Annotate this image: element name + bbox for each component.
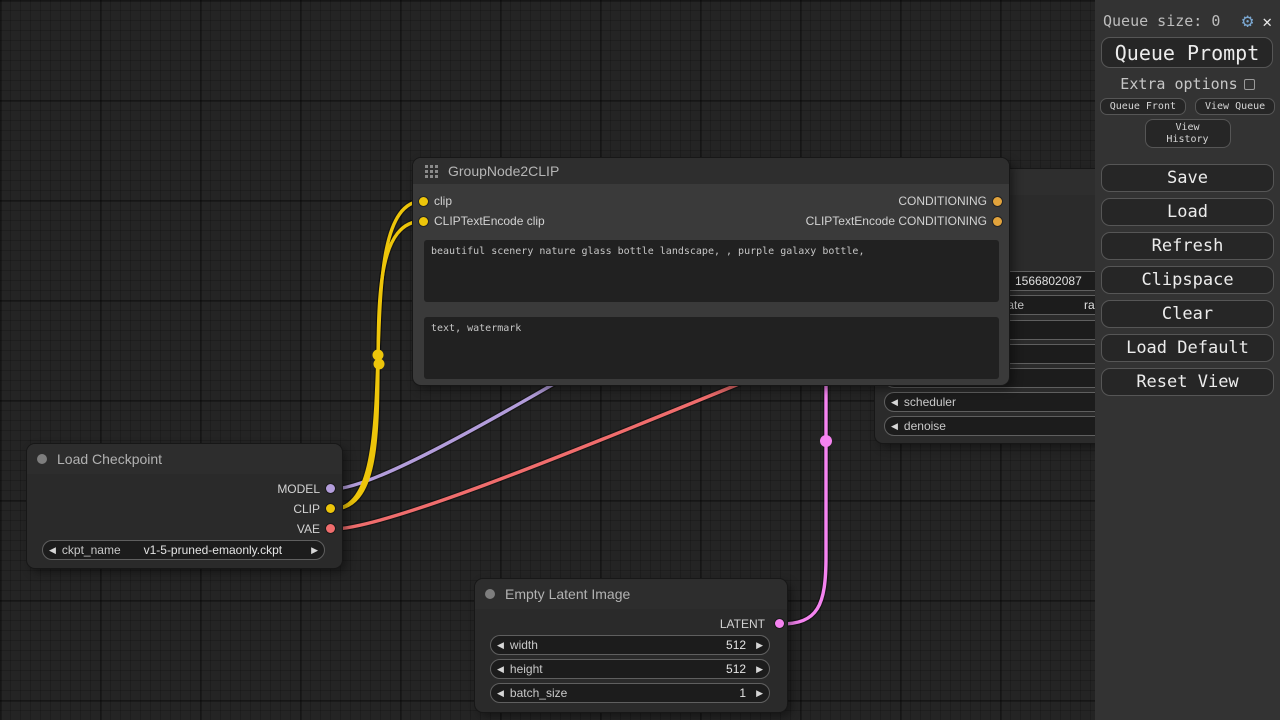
output-dot-cliptextencode-conditioning[interactable] xyxy=(993,217,1002,226)
batch-size-widget[interactable]: ◀ batch_size 1 ▶ xyxy=(490,683,770,703)
output-dot-latent[interactable] xyxy=(775,619,784,628)
node-empty-latent-image[interactable]: Empty Latent Image LATENT ◀ width 512 ▶ … xyxy=(475,579,787,712)
output-dot-conditioning[interactable] xyxy=(993,197,1002,206)
node-title-text: Empty Latent Image xyxy=(505,586,631,602)
output-label-model: MODEL xyxy=(277,482,320,496)
arrow-left-icon[interactable]: ◀ xyxy=(891,396,898,407)
height-label: height xyxy=(509,662,543,676)
output-dot-model[interactable] xyxy=(326,484,335,493)
arrow-left-icon[interactable]: ◀ xyxy=(891,420,898,431)
settings-gear-icon[interactable]: ⚙ xyxy=(1241,10,1254,32)
arrow-right-icon[interactable]: ▶ xyxy=(756,687,763,698)
extra-options-label: Extra options xyxy=(1120,75,1238,93)
reset-view-button[interactable]: Reset View xyxy=(1101,368,1274,396)
denoise-label: denoise xyxy=(903,419,946,433)
input-label-cliptextencode-clip: CLIPTextEncode clip xyxy=(434,214,545,228)
load-default-button[interactable]: Load Default xyxy=(1101,334,1274,362)
positive-prompt-textarea[interactable]: beautiful scenery nature glass bottle la… xyxy=(424,240,999,302)
height-widget[interactable]: ◀ height 512 ▶ xyxy=(490,659,770,679)
arrow-right-icon[interactable]: ▶ xyxy=(311,544,318,555)
arrow-left-icon[interactable]: ◀ xyxy=(497,639,504,650)
ckpt-name-label: ckpt_name xyxy=(61,543,121,557)
comfyui-menu: Queue size: 0 ⚙ ✕ Queue Prompt Extra opt… xyxy=(1095,0,1280,720)
arrow-left-icon[interactable]: ◀ xyxy=(497,663,504,674)
input-dot-clip[interactable] xyxy=(419,197,428,206)
node-titlebar[interactable]: GroupNode2CLIP xyxy=(413,158,1009,184)
node-titlebar[interactable]: Load Checkpoint xyxy=(27,444,342,474)
arrow-left-icon[interactable]: ◀ xyxy=(49,544,56,555)
clipspace-button[interactable]: Clipspace xyxy=(1101,266,1274,294)
view-history-button[interactable]: View History xyxy=(1144,119,1231,148)
input-label-clip: clip xyxy=(434,194,453,208)
node-title-text: Load Checkpoint xyxy=(57,451,163,467)
height-value: 512 xyxy=(726,662,747,676)
queue-size-label: Queue size: 0 xyxy=(1103,12,1221,30)
clear-button[interactable]: Clear xyxy=(1101,300,1274,328)
refresh-button[interactable]: Refresh xyxy=(1101,232,1274,260)
output-label-cliptextencode-conditioning: CLIPTextEncode CONDITIONING xyxy=(805,214,987,228)
save-button[interactable]: Save xyxy=(1101,164,1274,192)
width-widget[interactable]: ◀ width 512 ▶ xyxy=(490,635,770,655)
output-label-clip: CLIP xyxy=(293,502,320,516)
arrow-right-icon[interactable]: ▶ xyxy=(756,663,763,674)
collapse-dot-icon[interactable] xyxy=(485,589,495,599)
batch-size-label: batch_size xyxy=(509,686,568,700)
node-groupnode2clip[interactable]: GroupNode2CLIP clip CLIPTextEncode clip … xyxy=(413,158,1009,385)
output-label-vae: VAE xyxy=(296,522,320,536)
width-value: 512 xyxy=(726,638,747,652)
view-queue-button[interactable]: View Queue xyxy=(1195,98,1276,115)
output-label-latent: LATENT xyxy=(719,617,765,631)
output-dot-clip[interactable] xyxy=(326,504,335,513)
output-label-conditioning: CONDITIONING xyxy=(898,194,987,208)
batch-size-value: 1 xyxy=(739,686,747,700)
width-label: width xyxy=(509,638,538,652)
ckpt-name-widget[interactable]: ◀ ckpt_name v1-5-pruned-emaonly.ckpt ▶ xyxy=(42,540,325,560)
node-load-checkpoint[interactable]: Load Checkpoint MODEL CLIP VAE ◀ ckpt_na… xyxy=(27,444,342,568)
extra-options-checkbox[interactable] xyxy=(1243,78,1255,90)
input-dot-cliptextencode-clip[interactable] xyxy=(419,217,428,226)
load-button[interactable]: Load xyxy=(1101,198,1274,226)
arrow-right-icon[interactable]: ▶ xyxy=(756,639,763,650)
node-title-text: GroupNode2CLIP xyxy=(448,163,560,179)
ckpt-name-value: v1-5-pruned-emaonly.ckpt xyxy=(143,543,283,557)
negative-prompt-textarea[interactable]: text, watermark xyxy=(424,317,999,379)
group-node-icon xyxy=(425,164,438,178)
arrow-left-icon[interactable]: ◀ xyxy=(497,687,504,698)
node-titlebar[interactable]: Empty Latent Image xyxy=(475,579,787,609)
collapse-dot-icon[interactable] xyxy=(37,454,47,464)
queue-prompt-button[interactable]: Queue Prompt xyxy=(1101,37,1273,68)
scheduler-label: scheduler xyxy=(903,395,956,409)
queue-front-button[interactable]: Queue Front xyxy=(1099,98,1186,115)
output-dot-vae[interactable] xyxy=(326,524,335,533)
close-icon[interactable]: ✕ xyxy=(1262,11,1272,31)
seed-value: 1566802087 xyxy=(1015,274,1082,288)
